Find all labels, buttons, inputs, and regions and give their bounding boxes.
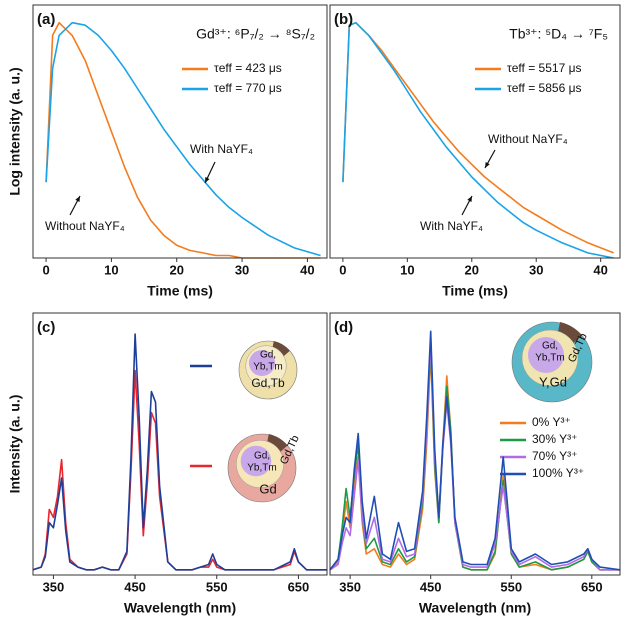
panel-label: (a) bbox=[37, 11, 55, 28]
frame bbox=[329, 312, 621, 576]
inset-core bbox=[240, 445, 272, 477]
x-axis-label: Time (ms) bbox=[442, 283, 508, 299]
panel-label: (b) bbox=[334, 11, 353, 28]
annotation: Gd bbox=[259, 481, 276, 496]
arrow-head bbox=[485, 162, 490, 168]
series-line bbox=[342, 21, 614, 259]
x-axis-label: Time (ms) bbox=[147, 283, 213, 299]
annotation: Without NaYF₄ bbox=[45, 219, 125, 233]
annotation: Gd, bbox=[260, 350, 276, 361]
legend-label: 0% Y³⁺ bbox=[532, 415, 571, 429]
arrow-head bbox=[75, 196, 80, 202]
frame bbox=[32, 312, 328, 576]
panel-label: (d) bbox=[334, 319, 353, 336]
x-tick-label: 30 bbox=[529, 262, 543, 277]
panel-label: (c) bbox=[37, 319, 55, 336]
annotation: Yb,Tm bbox=[535, 353, 564, 364]
x-tick-label: 20 bbox=[465, 262, 479, 277]
annotation: Y,Gd bbox=[539, 374, 567, 389]
x-tick-label: 550 bbox=[500, 579, 522, 594]
x-tick-label: 40 bbox=[593, 262, 607, 277]
x-tick-label: 20 bbox=[169, 262, 183, 277]
annotation: Without NaYF₄ bbox=[488, 132, 568, 146]
x-tick-label: 0 bbox=[339, 262, 346, 277]
x-tick-label: 40 bbox=[300, 262, 314, 277]
annotation: With NaYF₄ bbox=[420, 219, 483, 233]
legend-label: τeff = 423 μs bbox=[214, 61, 282, 75]
panel-title: Tb³⁺: ⁵D₄ → ⁷F₅ bbox=[509, 26, 608, 42]
annotation: With NaYF₄ bbox=[190, 142, 253, 156]
legend-label: τeff = 5856 μs bbox=[507, 81, 581, 95]
annotation: Gd, bbox=[254, 451, 270, 462]
legend-label: τeff = 5517 μs bbox=[507, 61, 581, 75]
frame bbox=[32, 4, 328, 259]
x-tick-label: 450 bbox=[124, 579, 146, 594]
x-tick-label: 10 bbox=[104, 262, 118, 277]
x-axis-label: Wavelength (nm) bbox=[419, 600, 531, 616]
x-tick-label: 350 bbox=[339, 579, 361, 594]
x-tick-label: 650 bbox=[288, 579, 310, 594]
x-tick-label: 350 bbox=[43, 579, 65, 594]
x-tick-label: 550 bbox=[206, 579, 228, 594]
x-tick-label: 450 bbox=[420, 579, 442, 594]
inset-core bbox=[248, 349, 276, 377]
series-line bbox=[45, 21, 321, 257]
series-line bbox=[32, 333, 327, 571]
annotation: Yb,Tm bbox=[253, 362, 282, 373]
legend-label: 100% Y³⁺ bbox=[532, 466, 584, 480]
panel-title: Gd³⁺: ⁶P₇/₂ → ⁸S₇/₂ bbox=[196, 26, 315, 42]
y-axis-label: Log intensity (a. u.) bbox=[7, 67, 23, 195]
x-tick-label: 0 bbox=[42, 262, 49, 277]
x-tick-label: 10 bbox=[400, 262, 414, 277]
legend-label: 70% Y³⁺ bbox=[532, 449, 577, 463]
legend-label: 30% Y³⁺ bbox=[532, 432, 577, 446]
arrow-head bbox=[205, 177, 210, 183]
annotation: Gd, bbox=[542, 341, 558, 352]
annotation: Yb,Tm bbox=[247, 463, 276, 474]
arrow-head bbox=[467, 196, 472, 202]
frame bbox=[329, 4, 621, 259]
series-line bbox=[329, 330, 621, 571]
y-axis-label: Intensity (a. u.) bbox=[7, 395, 23, 494]
legend-label: τeff = 770 μs bbox=[214, 81, 282, 95]
inset-core bbox=[528, 337, 564, 373]
x-axis-label: Wavelength (nm) bbox=[124, 600, 236, 616]
annotation: Gd,Tb bbox=[251, 376, 285, 390]
x-tick-label: 650 bbox=[581, 579, 603, 594]
x-tick-label: 30 bbox=[235, 262, 249, 277]
